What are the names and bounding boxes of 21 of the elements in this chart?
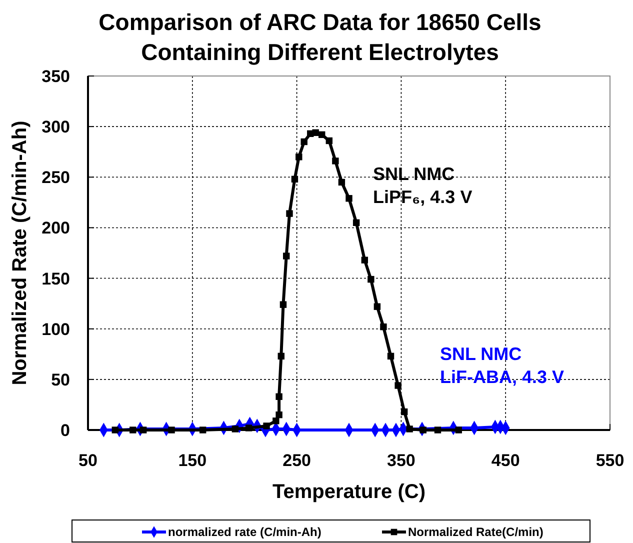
- x-tick-label: 350: [387, 451, 416, 470]
- x-tick-label: 550: [596, 451, 624, 470]
- annotation: SNL NMC LiPF₆, 4.3 V: [373, 164, 472, 207]
- y-tick-label: 100: [42, 320, 70, 339]
- y-tick-label: 200: [42, 218, 70, 238]
- y-tick-label: 0: [60, 421, 70, 440]
- y-tick-label: 350: [42, 67, 70, 86]
- y-tick-label: 250: [42, 168, 70, 188]
- chart-title: Comparison of ARC Data for 18650 Cells Containing Different Electrolytes: [98, 9, 542, 65]
- y-tick-label: 300: [42, 118, 70, 137]
- legend-label: normalized rate (C/min-Ah): [168, 525, 322, 539]
- y-tick-label: 50: [51, 370, 70, 390]
- x-tick-label: 250: [282, 451, 311, 470]
- x-axis-title: Temperature (C): [272, 481, 426, 503]
- legend-label: Normalized Rate(C/min): [408, 525, 544, 539]
- x-tick-label: 150: [178, 451, 207, 470]
- y-tick-label: 150: [42, 269, 70, 288]
- annotation: SNL NMC LiF-ABA, 4.3 V: [440, 344, 564, 387]
- x-tick-label: 50: [78, 451, 98, 470]
- y-axis-title: Normalized Rate (C/min-Ah): [9, 120, 31, 386]
- x-tick-label: 450: [491, 451, 520, 470]
